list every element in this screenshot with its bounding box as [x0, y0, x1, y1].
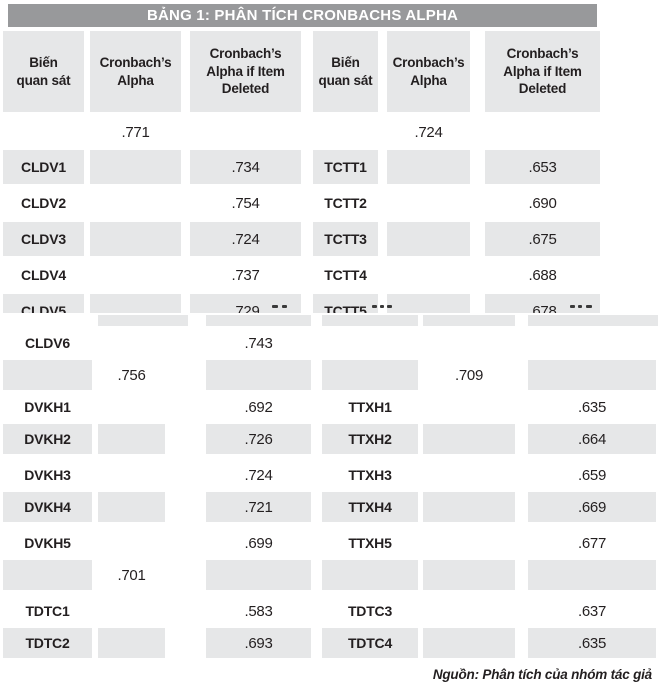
row-label-cell: TDTC1: [25, 603, 70, 619]
stitch-text-mark: [570, 305, 575, 308]
empty-cell: [528, 360, 656, 390]
row-label-cell: CLDV5: [3, 294, 84, 313]
row-label-cell: TCTT2: [324, 195, 367, 211]
stitch-text-mark: [586, 305, 592, 308]
row-label-cell: TCTT4: [324, 267, 367, 283]
value-cell: .743: [244, 334, 273, 352]
empty-cell: [387, 150, 470, 184]
stitch-sliver-block: [423, 315, 515, 326]
stitch-sliver-block: [206, 315, 311, 326]
empty-cell: [206, 360, 311, 390]
empty-cell: [423, 560, 515, 590]
source-note: Nguồn: Phân tích của nhóm tác giả: [432, 666, 652, 682]
stitch-text-mark: [387, 305, 392, 308]
row-label-cell: CLDV3: [3, 222, 84, 256]
row-label-cell: DVKH5: [24, 535, 71, 551]
value-cell: .724: [190, 222, 301, 256]
alpha-total-value: .771: [121, 123, 150, 141]
row-label-cell: TCTT3: [313, 222, 378, 256]
stitch-text-mark: [272, 305, 278, 308]
row-label-cell: CLDV4: [21, 267, 66, 283]
value-cell: .692: [244, 398, 273, 416]
row-label-cell: TTXH2: [322, 424, 418, 454]
stitch-sliver-block: [528, 315, 658, 326]
value-cell: .724: [244, 466, 273, 484]
table-title: BẢNG 1: PHÂN TÍCH CRONBACHS ALPHA: [8, 4, 597, 27]
row-label-cell: TCTT1: [313, 150, 378, 184]
row-label-cell: TTXH1: [348, 399, 392, 415]
empty-cell: [387, 222, 470, 256]
empty-cell: [98, 628, 165, 658]
empty-cell: [90, 150, 181, 184]
value-cell: .721: [206, 492, 311, 522]
empty-cell: [98, 424, 165, 454]
empty-cell: [3, 360, 92, 390]
stitch-sliver-block: [98, 315, 188, 326]
stitch-text-mark: [380, 305, 384, 308]
empty-cell: [206, 560, 311, 590]
row-label-cell: CLDV1: [3, 150, 84, 184]
value-cell: .726: [206, 424, 311, 454]
stitch-sliver-block: [322, 315, 418, 326]
stitch-text-mark: [372, 305, 377, 308]
alpha-total-value: .701: [117, 566, 146, 584]
value-cell: .699: [244, 534, 273, 552]
value-cell: .635: [578, 398, 606, 416]
row-label-cell: TCTT5: [313, 294, 378, 313]
header-cell-alpha-if-deleted-left: Cronbach’s Alpha if Item Deleted: [190, 31, 301, 112]
empty-cell: [322, 560, 418, 590]
stitch-clip-row: CLDV5 .729 TCTT5 .678: [0, 294, 658, 313]
empty-cell: [423, 628, 515, 658]
row-label-cell: TDTC2: [3, 628, 92, 658]
empty-cell: [322, 360, 418, 390]
row-label-cell: DVKH3: [24, 467, 71, 483]
header-cell-alpha-left: Cronbach’s Alpha: [90, 31, 181, 112]
value-cell: .664: [528, 424, 656, 454]
alpha-total-value: .709: [455, 366, 483, 384]
row-label-cell: TTXH4: [322, 492, 418, 522]
header-cell-alpha-if-deleted-right: Cronbach’s Alpha if Item Deleted: [485, 31, 600, 112]
stitch-text-mark: [578, 305, 582, 308]
alpha-total-value: .756: [117, 366, 146, 384]
value-cell: .635: [528, 628, 656, 658]
empty-cell: [90, 222, 181, 256]
empty-cell: [387, 294, 470, 313]
value-cell: .734: [190, 150, 301, 184]
value-cell: .754: [231, 194, 260, 212]
header-cell-alpha-right: Cronbach’s Alpha: [387, 31, 470, 112]
alpha-total-value: .724: [414, 123, 443, 141]
empty-cell: [90, 294, 181, 313]
row-label-cell: DVKH1: [24, 399, 71, 415]
empty-cell: [423, 424, 515, 454]
stitch-text-mark: [282, 305, 287, 308]
empty-cell: [528, 560, 656, 590]
row-label-cell: TTXH3: [348, 467, 392, 483]
value-cell: .688: [528, 266, 557, 284]
value-cell: .729: [190, 294, 301, 313]
value-cell: .637: [578, 602, 606, 620]
empty-cell: [3, 560, 92, 590]
empty-cell: [98, 492, 165, 522]
value-cell: .583: [244, 602, 273, 620]
value-cell: .669: [528, 492, 656, 522]
value-cell: .678: [485, 294, 600, 313]
value-cell: .653: [485, 150, 600, 184]
empty-cell: [423, 492, 515, 522]
row-label-cell: CLDV2: [21, 195, 66, 211]
value-cell: .693: [206, 628, 311, 658]
value-cell: .675: [485, 222, 600, 256]
header-cell-observed-left: Biến quan sát: [3, 31, 84, 112]
value-cell: .737: [231, 266, 260, 284]
row-label-cell: DVKH4: [3, 492, 92, 522]
value-cell: .690: [528, 194, 557, 212]
value-cell: .677: [578, 534, 606, 552]
row-label-cell: DVKH2: [3, 424, 92, 454]
value-cell: .659: [578, 466, 606, 484]
row-label-cell: TDTC4: [322, 628, 418, 658]
row-label-cell: TDTC3: [347, 603, 393, 619]
header-cell-observed-right: Biến quan sát: [313, 31, 378, 112]
row-label-cell: TTXH5: [348, 535, 392, 551]
row-label-cell: CLDV6: [25, 335, 70, 351]
